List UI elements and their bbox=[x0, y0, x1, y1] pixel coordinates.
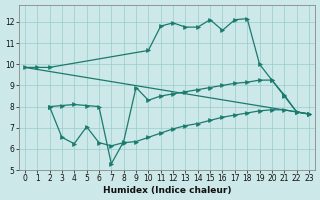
X-axis label: Humidex (Indice chaleur): Humidex (Indice chaleur) bbox=[103, 186, 231, 195]
